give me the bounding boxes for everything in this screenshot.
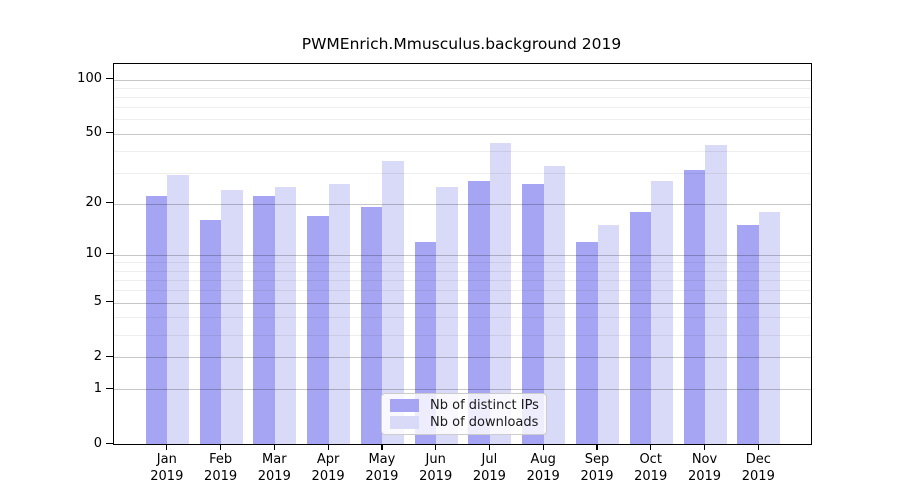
bar-ips-jan	[145, 196, 168, 444]
y-tick-label-20: 20	[85, 195, 102, 211]
bar-ips-feb	[199, 220, 222, 444]
y-tick-mark-100	[106, 78, 113, 80]
minor-gridline-9	[114, 262, 811, 264]
y-tick-mark-1	[106, 387, 113, 390]
bar-downloads-sep	[597, 225, 619, 444]
chart-title: PWMEnrich.Mmusculus.background 2019	[301, 35, 622, 53]
bar-ips-apr	[307, 215, 329, 444]
x-tick-label-aug: Aug 2019	[526, 452, 560, 484]
y-tick-mark-50	[106, 132, 113, 134]
bar-downloads-mar	[274, 186, 297, 444]
minor-gridline-40	[114, 150, 811, 152]
bar-downloads-jun	[436, 186, 458, 444]
bar-downloads-aug	[543, 165, 566, 444]
x-tick-mark-nov	[703, 444, 706, 450]
minor-gridline-70	[114, 107, 811, 109]
x-tick-mark-apr	[327, 444, 329, 450]
bar-downloads-may	[382, 161, 404, 444]
bar-ips-nov	[683, 170, 705, 444]
legend-item-distinct-ips: Nb of distinct IPs	[382, 398, 546, 413]
major-gridline-5	[114, 302, 811, 304]
plot-area: Nb of distinct IPs Nb of downloads	[113, 63, 812, 445]
y-tick-mark-0	[106, 442, 113, 444]
x-tick-label-may: May 2019	[365, 452, 399, 484]
bar-ips-aug	[522, 183, 544, 444]
y-tick-label-2: 2	[93, 348, 102, 364]
legend-label-distinct-ips: Nb of distinct IPs	[430, 398, 539, 413]
major-gridline-100	[114, 79, 811, 81]
x-tick-mark-feb	[220, 444, 222, 450]
x-tick-label-feb: Feb 2019	[204, 452, 238, 484]
bar-downloads-dec	[758, 211, 781, 444]
minor-gridline-8	[114, 270, 811, 272]
minor-gridline-30	[114, 172, 811, 174]
legend-item-downloads: Nb of downloads	[382, 415, 546, 430]
y-tick-label-0: 0	[93, 435, 102, 451]
x-tick-mark-jan	[166, 444, 168, 450]
minor-gridline-7	[114, 279, 811, 281]
x-tick-mark-mar	[273, 444, 275, 450]
x-tick-label-mar: Mar 2019	[257, 452, 291, 484]
legend: Nb of distinct IPs Nb of downloads	[381, 393, 547, 435]
bar-ips-sep	[576, 241, 598, 444]
y-tick-label-50: 50	[85, 125, 102, 140]
x-tick-label-sep: Sep 2019	[580, 452, 614, 484]
major-gridline-20	[114, 203, 811, 205]
y-tick-label-1: 1	[93, 380, 102, 396]
bar-ips-mar	[253, 196, 275, 444]
bar-ips-dec	[737, 225, 759, 444]
minor-gridline-80	[114, 97, 811, 98]
bar-downloads-oct	[651, 180, 673, 444]
legend-swatch-distinct-ips	[390, 399, 419, 412]
minor-gridline-6	[114, 290, 811, 292]
legend-label-downloads: Nb of downloads	[430, 415, 539, 430]
x-tick-mark-may	[381, 444, 383, 450]
x-tick-label-jan: Jan 2019	[150, 452, 184, 484]
x-tick-label-jul: Jul 2019	[472, 452, 506, 484]
major-gridline-50	[114, 133, 811, 135]
y-tick-label-100: 100	[77, 71, 102, 87]
minor-gridline-90	[114, 87, 811, 89]
minor-gridline-3	[114, 334, 811, 336]
y-tick-mark-2	[106, 355, 113, 357]
bar-ips-oct	[629, 211, 652, 444]
x-tick-mark-sep	[596, 444, 598, 450]
x-tick-mark-oct	[650, 444, 652, 450]
x-tick-mark-aug	[542, 444, 544, 450]
x-tick-mark-jun	[435, 444, 437, 450]
bar-downloads-feb	[221, 189, 243, 444]
x-tick-label-jun: Jun 2019	[419, 452, 453, 484]
y-tick-mark-10	[106, 253, 113, 255]
bar-ips-jul	[468, 180, 490, 444]
y-tick-label-10: 10	[85, 246, 102, 262]
y-tick-mark-20	[106, 202, 113, 204]
x-tick-label-apr: Apr 2019	[311, 452, 345, 484]
x-tick-label-oct: Oct 2019	[634, 452, 668, 484]
x-tick-label-nov: Nov 2019	[687, 452, 722, 484]
x-tick-mark-jul	[488, 444, 491, 450]
y-tick-label-5: 5	[93, 294, 102, 309]
x-tick-mark-dec	[757, 444, 759, 450]
major-gridline-2	[114, 357, 811, 359]
bar-downloads-nov	[705, 145, 727, 444]
bar-downloads-jul	[489, 143, 512, 444]
minor-gridline-4	[114, 316, 811, 318]
minor-gridline-60	[114, 119, 811, 121]
major-gridline-1	[114, 389, 811, 391]
x-tick-label-dec: Dec 2019	[741, 452, 775, 484]
bar-ips-may	[360, 207, 383, 444]
bar-downloads-jan	[167, 175, 189, 444]
legend-swatch-downloads	[390, 416, 419, 429]
y-tick-mark-5	[106, 301, 113, 303]
major-gridline-10	[114, 254, 811, 256]
bar-downloads-apr	[328, 183, 351, 444]
